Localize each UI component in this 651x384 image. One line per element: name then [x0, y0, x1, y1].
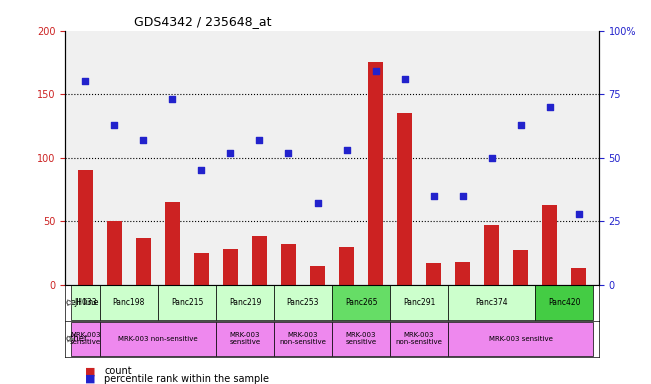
Text: JH033: JH033: [74, 298, 97, 307]
Point: [255, 137, 265, 143]
Text: count: count: [104, 366, 132, 376]
Text: Panc219: Panc219: [229, 298, 261, 307]
Text: MRK-003 non-sensitive: MRK-003 non-sensitive: [118, 336, 198, 342]
Bar: [252, 237, 267, 285]
Point: [80, 78, 90, 84]
Point: [458, 193, 468, 199]
Bar: [165, 202, 180, 285]
Point: [283, 149, 294, 156]
Text: other: other: [66, 334, 88, 343]
Text: Panc291: Panc291: [403, 298, 436, 307]
Point: [486, 155, 497, 161]
Text: cell line: cell line: [66, 298, 98, 307]
Bar: [514, 250, 528, 285]
FancyBboxPatch shape: [216, 285, 274, 320]
Point: [516, 122, 526, 128]
Point: [167, 96, 178, 102]
Bar: [78, 170, 92, 285]
FancyBboxPatch shape: [216, 321, 274, 356]
FancyBboxPatch shape: [448, 285, 535, 320]
Text: Panc420: Panc420: [548, 298, 580, 307]
Point: [370, 68, 381, 74]
Point: [138, 137, 148, 143]
Point: [544, 104, 555, 110]
FancyBboxPatch shape: [332, 321, 390, 356]
Text: Panc198: Panc198: [113, 298, 145, 307]
Point: [312, 200, 323, 207]
FancyBboxPatch shape: [274, 321, 332, 356]
Text: Panc374: Panc374: [475, 298, 508, 307]
Bar: [572, 268, 586, 285]
Text: GDS4342 / 235648_at: GDS4342 / 235648_at: [135, 15, 272, 28]
Bar: [455, 262, 470, 285]
FancyBboxPatch shape: [332, 285, 390, 320]
FancyBboxPatch shape: [100, 321, 216, 356]
Point: [196, 167, 206, 174]
FancyBboxPatch shape: [100, 285, 158, 320]
Point: [341, 147, 352, 153]
Text: Panc265: Panc265: [345, 298, 378, 307]
Bar: [484, 225, 499, 285]
Text: percentile rank within the sample: percentile rank within the sample: [104, 374, 269, 384]
Text: Panc253: Panc253: [286, 298, 319, 307]
FancyBboxPatch shape: [535, 285, 593, 320]
Bar: [136, 238, 150, 285]
FancyBboxPatch shape: [390, 285, 448, 320]
FancyBboxPatch shape: [158, 285, 216, 320]
FancyBboxPatch shape: [71, 321, 100, 356]
Bar: [397, 113, 412, 285]
FancyBboxPatch shape: [274, 285, 332, 320]
Bar: [194, 253, 209, 285]
Bar: [542, 205, 557, 285]
Bar: [281, 244, 296, 285]
Bar: [311, 266, 325, 285]
Point: [428, 193, 439, 199]
Bar: [107, 221, 122, 285]
Text: ■: ■: [85, 366, 95, 376]
Bar: [223, 249, 238, 285]
Text: MRK-003
sensitive: MRK-003 sensitive: [70, 333, 101, 346]
Point: [399, 76, 409, 82]
Text: MRK-003
non-sensitive: MRK-003 non-sensitive: [279, 333, 326, 346]
Bar: [339, 247, 353, 285]
FancyBboxPatch shape: [448, 321, 593, 356]
Point: [109, 122, 120, 128]
Text: Panc215: Panc215: [171, 298, 203, 307]
FancyBboxPatch shape: [390, 321, 448, 356]
Text: ■: ■: [85, 374, 95, 384]
Text: MRK-003
non-sensitive: MRK-003 non-sensitive: [396, 333, 443, 346]
FancyBboxPatch shape: [71, 285, 100, 320]
Point: [574, 210, 584, 217]
Text: MRK-003 sensitive: MRK-003 sensitive: [489, 336, 553, 342]
Bar: [368, 63, 383, 285]
Point: [225, 149, 236, 156]
Text: MRK-003
sensitive: MRK-003 sensitive: [346, 333, 376, 346]
Bar: [426, 263, 441, 285]
Text: MRK-003
sensitive: MRK-003 sensitive: [229, 333, 260, 346]
